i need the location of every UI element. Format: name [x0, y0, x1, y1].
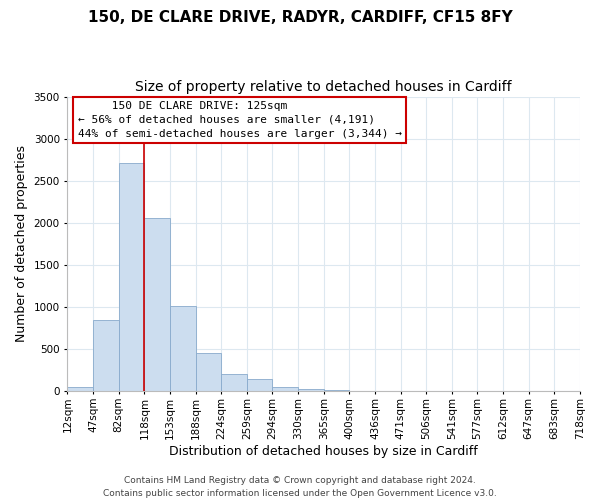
X-axis label: Distribution of detached houses by size in Cardiff: Distribution of detached houses by size …: [169, 444, 478, 458]
Bar: [298, 389, 324, 392]
Bar: [324, 390, 349, 392]
Bar: [119, 163, 145, 392]
Bar: [170, 306, 196, 392]
Text: 150 DE CLARE DRIVE: 125sqm
← 56% of detached houses are smaller (4,191)
44% of s: 150 DE CLARE DRIVE: 125sqm ← 56% of deta…: [77, 101, 401, 139]
Title: Size of property relative to detached houses in Cardiff: Size of property relative to detached ho…: [136, 80, 512, 94]
Bar: [272, 386, 298, 392]
Text: 150, DE CLARE DRIVE, RADYR, CARDIFF, CF15 8FY: 150, DE CLARE DRIVE, RADYR, CARDIFF, CF1…: [88, 10, 512, 25]
Bar: [93, 320, 119, 392]
Bar: [247, 379, 272, 392]
Bar: [221, 374, 247, 392]
Bar: [196, 353, 221, 392]
Y-axis label: Number of detached properties: Number of detached properties: [15, 146, 28, 342]
Text: Contains HM Land Registry data © Crown copyright and database right 2024.
Contai: Contains HM Land Registry data © Crown c…: [103, 476, 497, 498]
Bar: [67, 386, 93, 392]
Bar: [145, 218, 170, 392]
